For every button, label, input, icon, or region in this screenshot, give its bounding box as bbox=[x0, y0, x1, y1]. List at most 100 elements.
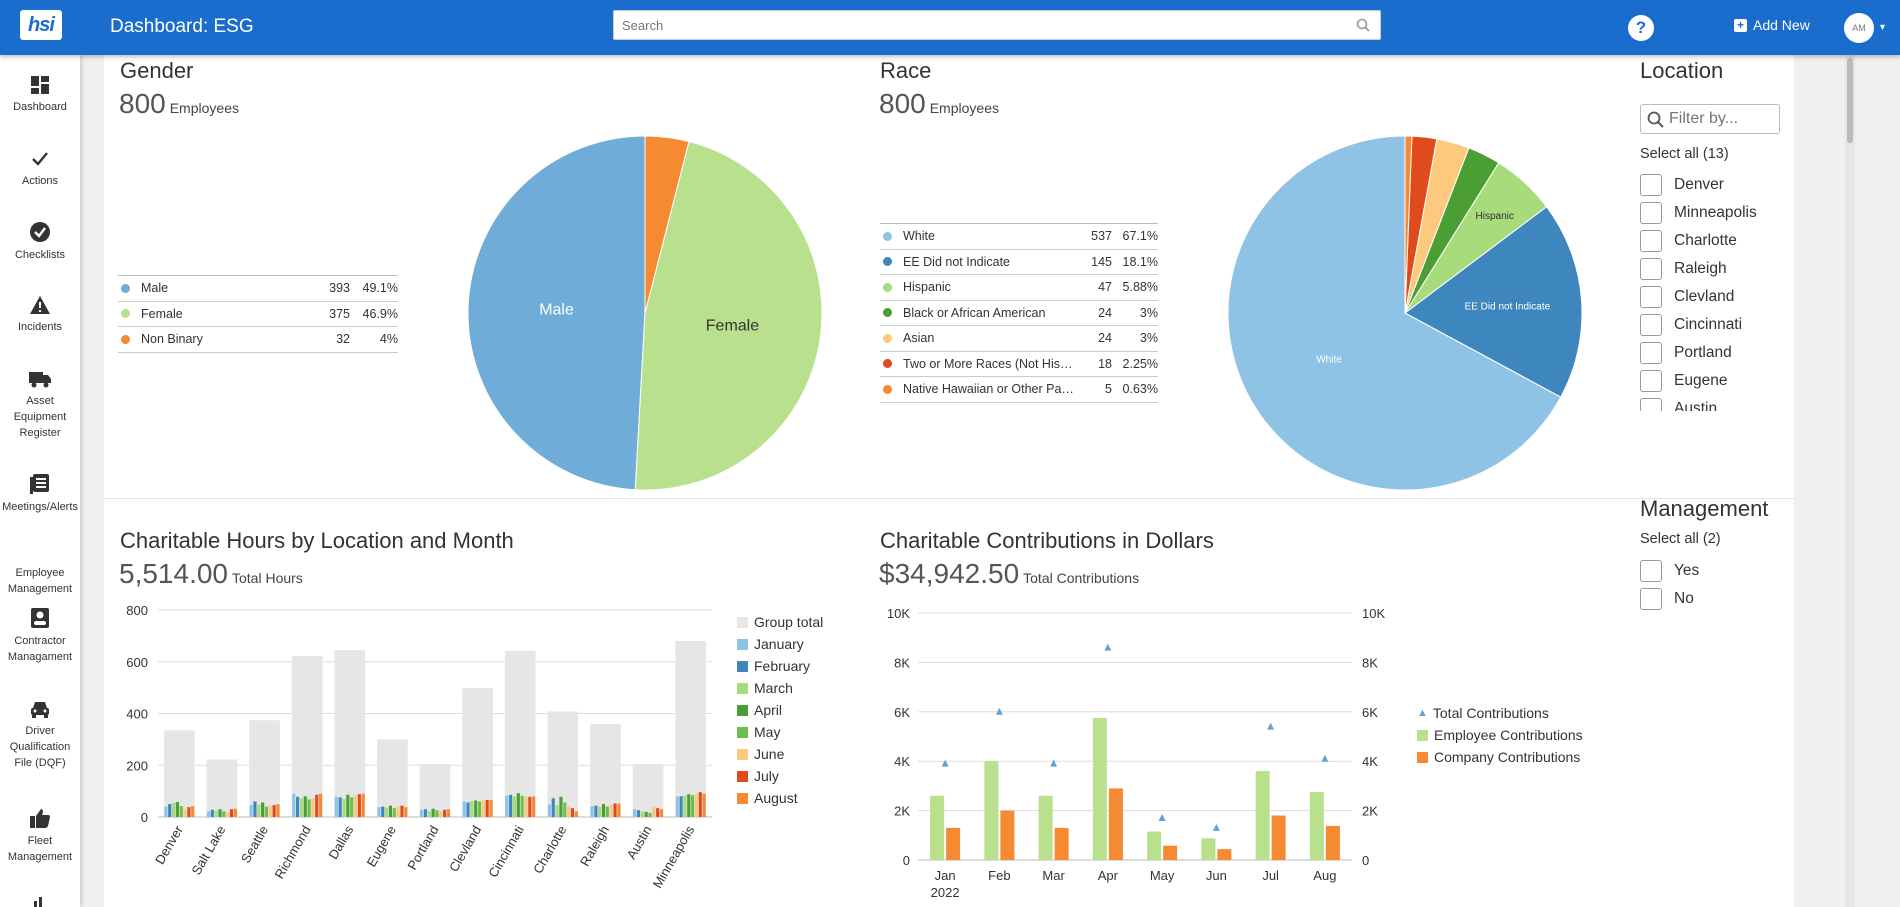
checkbox[interactable] bbox=[1640, 202, 1662, 224]
bar-august-dallas[interactable] bbox=[361, 793, 365, 817]
bar-march-eugene[interactable] bbox=[385, 807, 389, 817]
bar-january-seattle[interactable] bbox=[249, 805, 253, 817]
bar-january-clevland[interactable] bbox=[462, 801, 466, 817]
help-button[interactable]: ? bbox=[1628, 15, 1654, 41]
legend-item-july[interactable]: July bbox=[737, 765, 823, 787]
pie-slice-native-hawaiian-or-other-pacific-islander[interactable] bbox=[1404, 135, 1413, 314]
bar-july-minneapolis[interactable] bbox=[698, 792, 702, 817]
bar-february-denver[interactable] bbox=[168, 804, 172, 817]
checkbox[interactable] bbox=[1640, 286, 1662, 308]
marker-total-apr[interactable] bbox=[1104, 643, 1112, 651]
bar-july-portland[interactable] bbox=[443, 809, 447, 817]
sidebar-item-incidents[interactable]: Incidents bbox=[0, 295, 80, 335]
bar-may-cincinnati[interactable] bbox=[520, 795, 524, 817]
location-filter-input[interactable] bbox=[1669, 106, 1779, 132]
bar-march-cincinnati[interactable] bbox=[512, 796, 517, 817]
bar-may-austin[interactable] bbox=[648, 812, 652, 817]
bar-july-cincinnati[interactable] bbox=[528, 796, 532, 817]
sidebar-item-employee-management[interactable]: Employee Management bbox=[0, 547, 80, 597]
bar-august-austin[interactable] bbox=[659, 809, 664, 817]
bar-april-minneapolis[interactable] bbox=[687, 794, 691, 817]
bar-august-seattle[interactable] bbox=[276, 804, 280, 817]
checkbox[interactable] bbox=[1640, 370, 1662, 392]
bar-july-salt-lake[interactable] bbox=[229, 809, 234, 817]
legend-item-may[interactable]: May bbox=[737, 721, 823, 743]
legend-item-employee-contributions[interactable]: Employee Contributions bbox=[1417, 724, 1583, 746]
legend-row[interactable]: Non Binary 32 4% bbox=[118, 327, 398, 353]
bar-june-minneapolis[interactable] bbox=[694, 793, 699, 817]
bar-march-richmond[interactable] bbox=[299, 798, 303, 817]
bar-february-clevland[interactable] bbox=[466, 802, 470, 817]
bar-company-aug[interactable] bbox=[1325, 825, 1340, 860]
bar-employee-jun[interactable] bbox=[1201, 838, 1216, 860]
bar-march-clevland[interactable] bbox=[470, 800, 474, 817]
chevron-down-icon[interactable]: ▾ bbox=[1880, 22, 1886, 33]
marker-total-may[interactable] bbox=[1158, 814, 1166, 822]
bar-march-seattle[interactable] bbox=[257, 804, 261, 817]
legend-row[interactable]: Female 375 46.9% bbox=[118, 302, 398, 327]
bar-may-minneapolis[interactable] bbox=[691, 795, 695, 817]
bar-company-feb[interactable] bbox=[1000, 810, 1015, 860]
bar-august-richmond[interactable] bbox=[319, 793, 323, 817]
bar-february-cincinnati[interactable] bbox=[509, 794, 513, 817]
checkbox[interactable] bbox=[1640, 588, 1662, 610]
bar-april-seattle[interactable] bbox=[261, 802, 265, 817]
bar-group-total-austin[interactable] bbox=[632, 763, 664, 817]
bar-february-richmond[interactable] bbox=[295, 796, 300, 817]
bar-group-total-dallas[interactable] bbox=[334, 650, 366, 817]
legend-row[interactable]: Hispanic 47 5.88% bbox=[880, 275, 1158, 301]
bar-company-mar[interactable] bbox=[1054, 827, 1069, 860]
bar-group-total-seattle[interactable] bbox=[249, 720, 280, 817]
bar-july-eugene[interactable] bbox=[400, 805, 404, 817]
bar-march-dallas[interactable] bbox=[342, 798, 346, 817]
bar-march-salt-lake[interactable] bbox=[214, 810, 218, 817]
management-option[interactable]: No bbox=[1640, 585, 1800, 613]
legend-row[interactable]: EE Did not Indicate 145 18.1% bbox=[880, 250, 1158, 275]
bar-may-seattle[interactable] bbox=[264, 806, 269, 817]
legend-item-january[interactable]: January bbox=[737, 633, 823, 655]
bar-august-charlotte[interactable] bbox=[574, 811, 578, 817]
bar-april-raleigh[interactable] bbox=[601, 804, 606, 817]
legend-row[interactable]: Male 393 49.1% bbox=[118, 276, 398, 302]
bar-may-richmond[interactable] bbox=[307, 799, 311, 817]
bar-april-austin[interactable] bbox=[644, 811, 648, 817]
bar-group-total-eugene[interactable] bbox=[377, 739, 408, 817]
location-filter-box[interactable] bbox=[1640, 104, 1780, 134]
pie-slice-ee-did-not-indicate[interactable] bbox=[1404, 206, 1583, 398]
bar-company-jul[interactable] bbox=[1271, 815, 1286, 860]
legend-item-april[interactable]: April bbox=[737, 699, 823, 721]
bar-january-austin[interactable] bbox=[633, 809, 637, 817]
bar-june-portland[interactable] bbox=[439, 811, 443, 817]
legend-row[interactable]: Asian 24 3% bbox=[880, 326, 1158, 352]
bar-april-denver[interactable] bbox=[175, 801, 179, 817]
bar-february-dallas[interactable] bbox=[338, 797, 342, 817]
management-select-all[interactable]: Select all (2) bbox=[1640, 531, 1721, 547]
bar-june-richmond[interactable] bbox=[311, 798, 315, 817]
location-option[interactable]: Cincinnati bbox=[1640, 311, 1800, 339]
avatar[interactable]: AM bbox=[1844, 13, 1874, 43]
checkbox[interactable] bbox=[1640, 342, 1662, 364]
bar-company-jun[interactable] bbox=[1217, 849, 1232, 860]
bar-march-portland[interactable] bbox=[427, 811, 431, 817]
checkbox[interactable] bbox=[1640, 398, 1662, 411]
bar-july-raleigh[interactable] bbox=[613, 803, 617, 817]
bar-february-minneapolis[interactable] bbox=[679, 796, 683, 817]
bar-july-dallas[interactable] bbox=[357, 794, 361, 817]
bar-employee-jul[interactable] bbox=[1255, 771, 1270, 860]
bar-group-total-clevland[interactable] bbox=[462, 688, 493, 817]
sidebar-item-dashboard[interactable]: Dashboard bbox=[0, 75, 80, 115]
bar-july-charlotte[interactable] bbox=[570, 808, 575, 817]
sidebar-item-actions[interactable]: Actions bbox=[0, 149, 80, 189]
legend-item-total-contributions[interactable]: ▲ Total Contributions bbox=[1417, 702, 1583, 724]
bar-employee-jan[interactable] bbox=[930, 795, 945, 860]
bar-february-salt-lake[interactable] bbox=[210, 809, 214, 817]
bar-february-charlotte[interactable] bbox=[551, 798, 555, 817]
bar-june-salt-lake[interactable] bbox=[226, 812, 230, 817]
add-new-button[interactable]: + Add New bbox=[1734, 17, 1810, 33]
bar-employee-apr[interactable] bbox=[1092, 717, 1107, 860]
hsi-logo[interactable]: hsi bbox=[20, 10, 62, 40]
bar-april-dallas[interactable] bbox=[346, 794, 350, 817]
location-select-all[interactable]: Select all (13) bbox=[1640, 146, 1729, 162]
bar-group-total-cincinnati[interactable] bbox=[504, 650, 536, 817]
search-icon[interactable] bbox=[1356, 18, 1370, 32]
